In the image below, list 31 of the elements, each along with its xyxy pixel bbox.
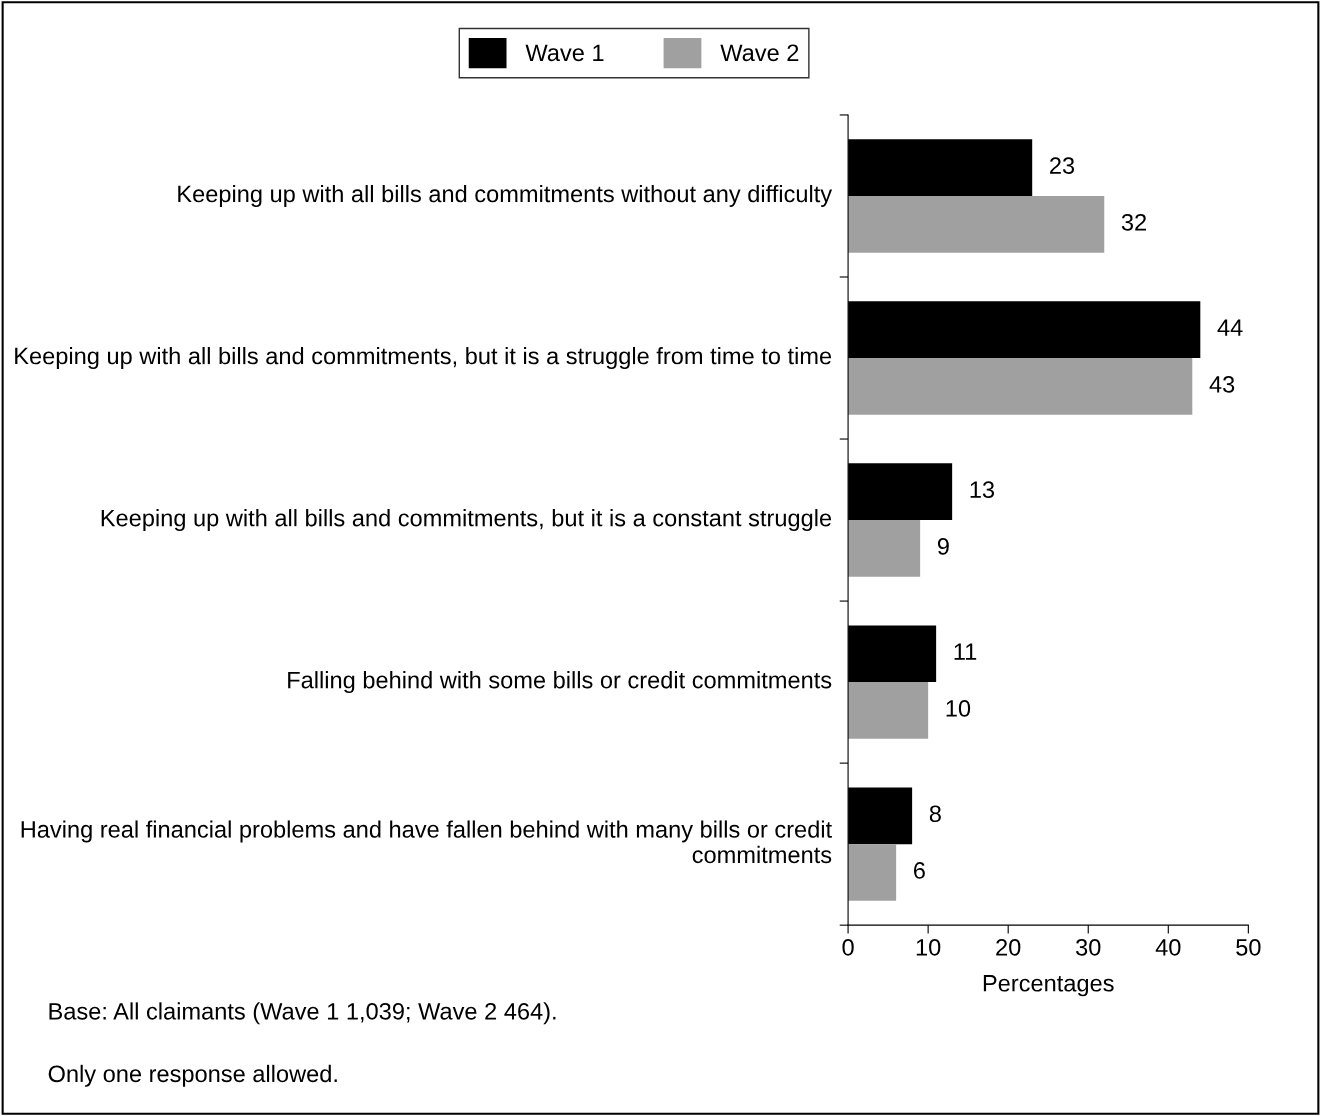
data-label: 13 <box>970 481 995 499</box>
data-label: 32 <box>1121 213 1146 231</box>
y-tick-label: Falling behind with some bills or credit commitments <box>288 671 832 694</box>
data-label: 9 <box>937 538 949 555</box>
x-tick-label: 0 <box>842 938 854 956</box>
legend-label: Wave 1 <box>525 44 604 62</box>
data-label: 11 <box>954 643 977 660</box>
x-tick-label: 50 <box>1236 938 1261 956</box>
bar <box>848 195 1105 253</box>
x-tick-label: 30 <box>1076 938 1101 956</box>
x-tick-label: 40 <box>1155 938 1181 956</box>
bar <box>848 520 921 577</box>
x-tick-label: 10 <box>916 938 941 956</box>
data-label: 43 <box>1209 375 1235 393</box>
data-label: 6 <box>913 862 925 879</box>
text: Only one response allowed. <box>48 1064 337 1087</box>
bar <box>848 682 929 739</box>
bar <box>848 844 897 901</box>
data-label: 44 <box>1217 319 1243 336</box>
text: Base: All claimants (Wave 1 1,039; Wave 2 464). <box>49 1002 556 1025</box>
y-tick-label: Having real financial problems and have fallen behind with many bills or credit commitments <box>21 820 832 864</box>
y-tick-label: Keeping up with all bills and commitments, but it is a constant struggle <box>101 509 832 532</box>
legend-label: Wave 2 <box>720 44 799 62</box>
y-tick-label: Keeping up with all bills and commitments without any difficulty <box>178 184 833 207</box>
data-label: 8 <box>929 805 941 823</box>
x-tick-label: 20 <box>996 938 1021 956</box>
bar <box>848 358 1193 415</box>
data-label: 23 <box>1050 157 1075 174</box>
x-axis-title: Percentages <box>983 975 1114 997</box>
y-tick-label: Keeping up with all bills and commitments, but it is a struggle from time to time <box>15 347 832 370</box>
data-label: 10 <box>946 700 971 717</box>
